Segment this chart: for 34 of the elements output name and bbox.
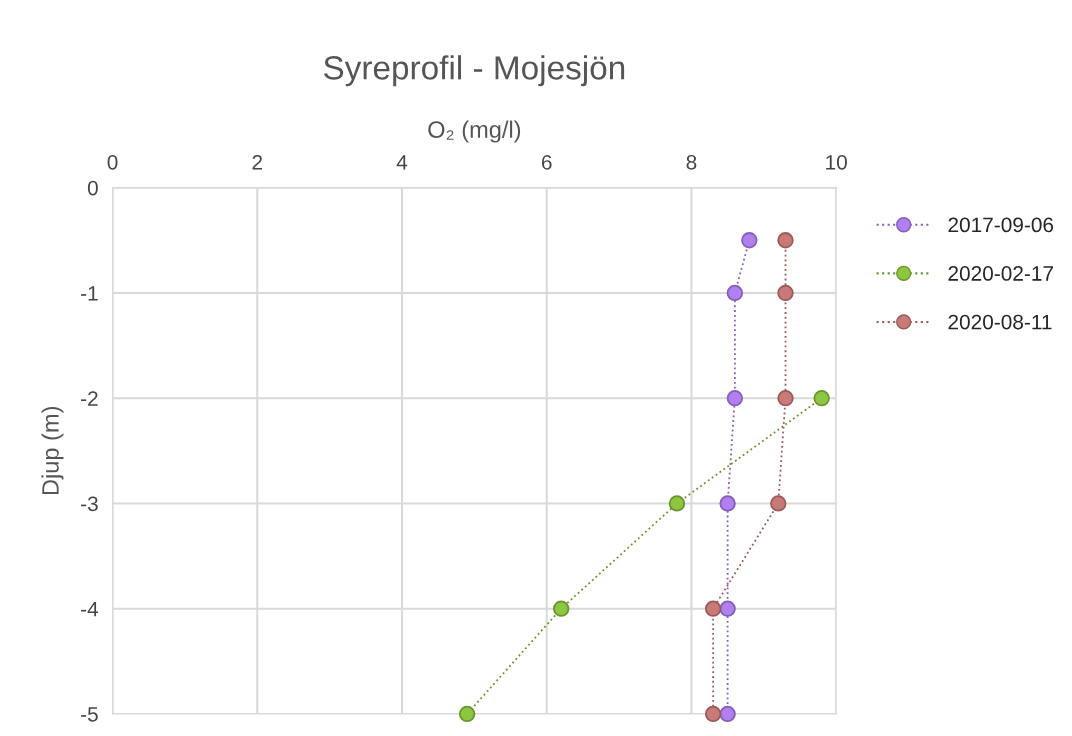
point [458,705,476,723]
chart-title: Syreprofil - Mojesjön [323,55,625,87]
x-tick-label: 0 [107,154,118,170]
y-tick-label: -3 [81,496,98,512]
y-tick-label: -5 [81,707,98,722]
point [741,232,758,249]
point [719,600,736,617]
point [553,600,570,617]
point [726,284,744,302]
y-axis-title: Djup (m) [41,407,64,495]
x-tick-label: 2 [252,154,263,170]
x-tick-label: 6 [541,154,552,170]
legend-label: 2020-02-17 [948,266,1053,281]
point [704,705,722,723]
point [777,232,794,249]
x-tick-label: 8 [686,154,697,170]
legend-label: 2020-08-11 [948,314,1052,330]
x-tick-label: 4 [396,155,408,170]
point [777,389,794,407]
point [813,389,830,407]
point [719,705,736,723]
legend-label: 2017-09-06 [948,217,1054,233]
point [704,600,722,617]
y-tick-label: -2 [81,391,98,406]
point [668,495,686,512]
y-tick-label: -1 [81,286,98,301]
y-tick-label: 0 [87,180,98,196]
point [777,284,794,302]
point [719,495,736,512]
point [770,495,787,512]
x-axis-title: O₂ (mg/l) [428,120,521,143]
x-tick-label: 10 [826,154,847,170]
y-tick-label: -4 [81,601,99,617]
point [726,389,744,407]
